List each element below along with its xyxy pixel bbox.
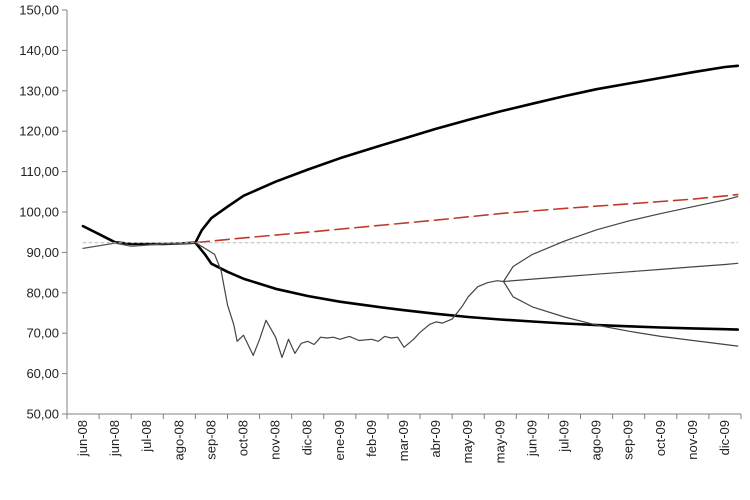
x-tick-group: jun-08 jun-08 jul-08 ago-08 sep-08 oct-08 nov-…	[66, 414, 742, 463]
series-line-5	[194, 193, 739, 244]
x-tick-label: nov-08	[268, 420, 283, 460]
x-tick-label: feb-09	[364, 420, 379, 457]
x-tick-label: may-09	[460, 420, 475, 463]
x-tick-label: abr-09	[428, 420, 443, 458]
x-tick-label: jun-08	[75, 420, 90, 457]
y-tick-label: 90,00	[26, 245, 59, 260]
y-tick-label: 130,00	[19, 83, 59, 98]
x-tick-label: may-09	[492, 420, 507, 463]
x-tick-label: sep-09	[621, 420, 636, 460]
series-line-10	[502, 280, 739, 347]
y-tick-label: 110,00	[20, 164, 59, 179]
x-tick-label: jul-08	[139, 420, 154, 453]
series-line-9	[502, 262, 739, 283]
x-tick-label: jun-09	[524, 420, 539, 457]
y-tick-label: 120,00	[19, 124, 59, 139]
x-tick-label: dic-09	[717, 420, 732, 455]
x-tick-label: oct-09	[653, 420, 668, 456]
series-line-4	[194, 241, 740, 331]
series-line-1	[81, 224, 197, 246]
y-tick-label: 60,00	[26, 366, 59, 381]
series-group	[81, 64, 740, 358]
y-tick-label: 140,00	[19, 43, 59, 58]
x-tick-label: jul-09	[556, 420, 571, 453]
series-line-3	[194, 64, 740, 244]
series-line-8	[502, 196, 739, 283]
y-tick-group: 50,00 60,00 70,00 80,00 90,00 100,00 110,00 120…	[19, 3, 67, 422]
x-tick-label: ago-09	[589, 420, 604, 460]
y-tick-label: 150,00	[19, 3, 59, 18]
x-tick-label: ene-09	[332, 420, 347, 460]
y-tick-label: 70,00	[26, 326, 59, 341]
x-tick-label: sep-08	[203, 420, 218, 460]
series-line-7	[194, 242, 505, 358]
x-tick-label: oct-08	[236, 420, 251, 456]
x-tick-label: mar-09	[396, 420, 411, 461]
x-tick-label: dic-08	[300, 420, 315, 455]
x-tick-label: ago-08	[171, 420, 186, 460]
x-tick-label: jun-08	[107, 420, 122, 457]
y-tick-label: 80,00	[26, 285, 59, 300]
y-tick-label: 100,00	[19, 205, 59, 220]
y-tick-label: 50,00	[26, 407, 59, 422]
x-tick-label: nov-09	[685, 420, 700, 460]
